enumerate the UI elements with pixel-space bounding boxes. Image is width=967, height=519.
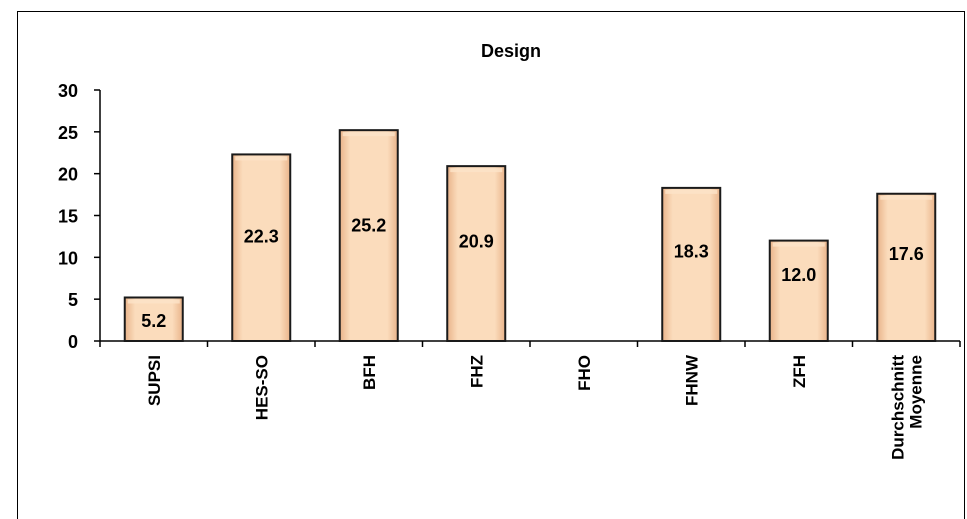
- bar-bevel: [235, 156, 288, 161]
- y-tick-label: 30: [58, 81, 78, 101]
- bar-bevel: [450, 168, 503, 173]
- data-label: 22.3: [244, 226, 279, 246]
- bar: [661, 186, 722, 342]
- chart-title: Design: [481, 41, 541, 61]
- bar: [123, 296, 184, 343]
- bar: [338, 129, 399, 342]
- bar: [768, 239, 829, 343]
- x-category-label: SUPSI: [145, 355, 164, 406]
- x-category-label-line: FHZ: [467, 355, 486, 388]
- bar: [446, 165, 507, 342]
- y-tick-label: 25: [58, 123, 78, 143]
- x-category-label-line: Durchschnitt: [888, 355, 907, 460]
- x-category-label-line: SUPSI: [145, 355, 164, 406]
- data-label: 12.0: [781, 265, 816, 285]
- x-category-label: BFH: [360, 355, 379, 390]
- bar-bevel: [665, 189, 718, 194]
- x-category-label-line: FHO: [575, 355, 594, 391]
- data-label: 18.3: [674, 241, 709, 261]
- x-category-label-line: ZFH: [790, 355, 809, 388]
- x-category-label-line: FHNW: [682, 354, 701, 406]
- y-tick-label: 10: [58, 248, 78, 268]
- y-tick-label: 20: [58, 165, 78, 185]
- x-category-label: FHNW: [682, 354, 701, 406]
- y-tick-label: 0: [68, 332, 78, 352]
- x-category-label: HES-SO: [252, 355, 271, 420]
- bars: [123, 129, 937, 343]
- bar-bevel: [127, 299, 180, 304]
- x-category-label-line: BFH: [360, 355, 379, 390]
- labels: 5.2 SUPSI 22.3 HES-SO 25.2 BFH 20.9 FHZ FHO 18.3 F…: [141, 215, 925, 459]
- bar-bevel: [880, 195, 933, 200]
- data-label: 17.6: [889, 244, 924, 264]
- data-label: 20.9: [459, 232, 494, 252]
- bar-bevel: [342, 132, 395, 137]
- x-category-label: FHO: [575, 355, 594, 391]
- bar-bevel: [772, 242, 825, 247]
- x-category-label: FHZ: [467, 355, 486, 388]
- x-category-label: Durchschnitt Moyenne: [888, 355, 925, 460]
- data-label: 25.2: [351, 215, 386, 235]
- x-category-label-line: HES-SO: [252, 355, 271, 420]
- x-category-label-line: Moyenne: [906, 355, 925, 429]
- data-label: 5.2: [141, 311, 166, 331]
- bar: [876, 192, 937, 342]
- y-tick-label: 5: [68, 290, 78, 310]
- bar: [231, 153, 292, 342]
- y-tick-label: 15: [58, 207, 78, 227]
- x-category-label: ZFH: [790, 355, 809, 388]
